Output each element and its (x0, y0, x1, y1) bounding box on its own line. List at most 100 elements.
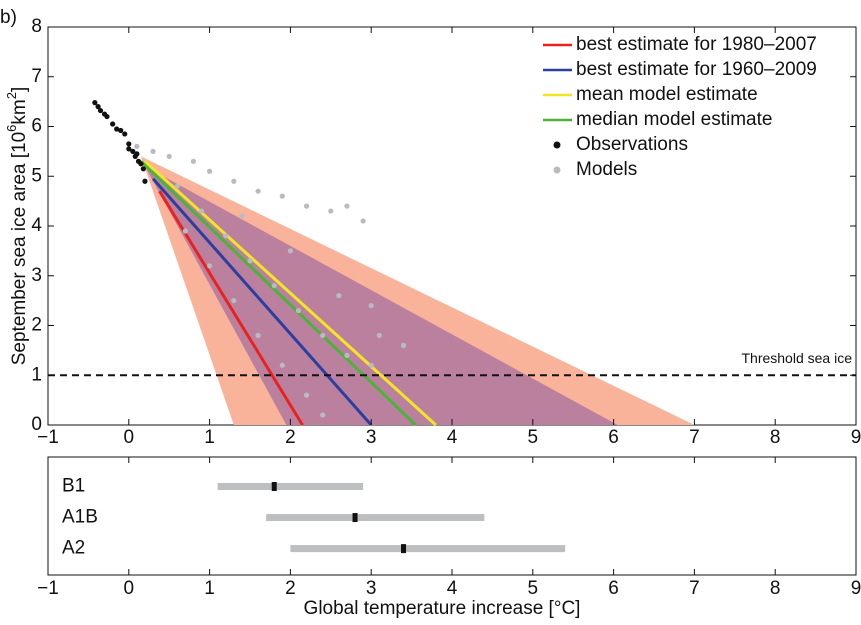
data-point (207, 168, 213, 174)
estimate-line (143, 160, 437, 427)
data-point (360, 218, 366, 224)
y-tick-label: 3 (31, 265, 42, 286)
x-tick-label: 2 (285, 427, 296, 448)
range-bar (217, 483, 364, 490)
y-tick-label: 2 (31, 315, 42, 336)
x-axis-label: Global temperature increase [°C] (304, 598, 581, 619)
data-point (142, 178, 148, 184)
data-point (344, 352, 350, 358)
data-point (122, 131, 128, 137)
data-point (400, 342, 407, 348)
data-point (255, 332, 261, 339)
data-point (255, 188, 261, 194)
median-mark (401, 544, 407, 554)
y-axis-label-part: September sea ice area [10 (9, 132, 30, 365)
data-point (231, 178, 237, 184)
data-point (376, 332, 382, 339)
legend-marker (553, 141, 561, 149)
x-tick-label: 3 (366, 427, 377, 448)
data-point (247, 258, 253, 264)
category-label: A1B (62, 507, 98, 528)
data-point (320, 412, 326, 418)
y-tick-label: 1 (31, 364, 42, 385)
threshold-label: Threshold sea ice (741, 350, 852, 366)
legend-marker (553, 166, 561, 174)
data-point (130, 148, 136, 154)
data-point (223, 233, 229, 239)
x-tick-label: 9 (851, 578, 861, 599)
data-point (190, 158, 197, 164)
data-point (114, 126, 120, 132)
data-point (134, 143, 140, 149)
category-label: A2 (62, 538, 85, 559)
data-point (126, 146, 132, 152)
uncertainty-band (144, 166, 618, 426)
data-point (287, 248, 293, 254)
legend-label: median model estimate (576, 109, 772, 130)
data-point (207, 263, 213, 269)
y-tick-label: 7 (31, 66, 42, 87)
data-point (92, 100, 98, 106)
x-tick-label: 5 (528, 427, 539, 448)
range-bar (290, 545, 566, 553)
data-point (303, 203, 310, 209)
x-tick-label: 6 (608, 578, 619, 599)
x-tick-label: 3 (366, 578, 377, 599)
data-point (110, 121, 116, 127)
median-mark (271, 482, 277, 491)
x-tick-label: 8 (770, 578, 781, 599)
x-tick-label: 8 (770, 427, 781, 448)
data-point (336, 293, 342, 299)
estimate-line (151, 177, 373, 426)
data-point (182, 228, 188, 234)
data-point (95, 104, 101, 110)
y-tick-label: 0 (31, 414, 42, 435)
data-point (320, 332, 326, 339)
category-label: B1 (62, 476, 85, 497)
x-tick-label: −1 (37, 578, 59, 599)
x-tick-label: 4 (447, 578, 458, 599)
y-tick-label: 4 (31, 215, 42, 236)
median-mark (352, 513, 358, 523)
x-tick-label: −1 (37, 427, 59, 448)
data-point (97, 107, 104, 114)
data-point (104, 113, 110, 120)
legend-label: Observations (576, 134, 688, 155)
x-tick-label: 4 (447, 427, 458, 448)
y-tick-label: 6 (31, 116, 42, 137)
y-axis-label: September sea ice area [106km2] (4, 87, 30, 366)
data-point (174, 183, 180, 189)
x-tick-label: 1 (204, 427, 215, 448)
data-point (271, 283, 277, 289)
legend-label: best estimate for 1960–2009 (576, 59, 817, 80)
data-point (279, 193, 285, 199)
data-point (295, 307, 302, 314)
data-point (134, 151, 140, 157)
data-point (239, 213, 245, 219)
data-point (279, 362, 285, 368)
data-point (140, 166, 146, 172)
y-axis-label-part: ] (9, 87, 30, 92)
x-tick-label: 0 (124, 427, 135, 448)
x-tick-label: 7 (689, 427, 700, 448)
y-axis-label-part: km (9, 99, 30, 124)
data-point (303, 392, 310, 398)
data-point (126, 141, 132, 147)
data-point (166, 153, 172, 159)
data-point (150, 148, 156, 154)
y-axis-label-part: 6 (4, 125, 19, 132)
x-tick-label: 1 (204, 578, 215, 599)
y-axis-label-part: 2 (4, 92, 19, 99)
y-tick-label: 5 (31, 165, 42, 186)
legend-label: Models (576, 159, 637, 180)
panel-label: b) (0, 7, 17, 28)
range-bar (266, 514, 485, 522)
x-tick-label: 2 (285, 578, 296, 599)
legend-label: best estimate for 1980–2007 (576, 34, 817, 55)
data-point (368, 303, 374, 309)
x-tick-label: 5 (528, 578, 539, 599)
y-tick-label: 8 (31, 16, 42, 37)
x-tick-label: 0 (124, 578, 135, 599)
data-point (138, 161, 144, 167)
